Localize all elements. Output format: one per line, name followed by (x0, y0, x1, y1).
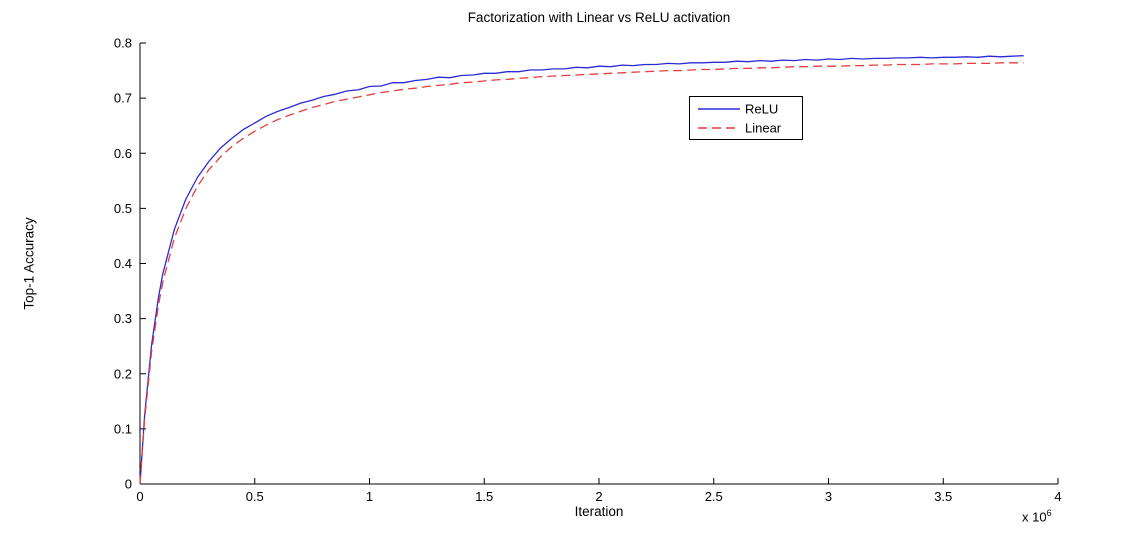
exponent-prefix: x 10 (1022, 509, 1047, 525)
y-tick-label: 0 (125, 477, 132, 492)
chart-title: Factorization with Linear vs ReLU activa… (467, 10, 731, 25)
series-line-linear (139, 62, 1024, 485)
legend-label-linear: Linear (745, 121, 782, 136)
x-axis-exponent-label: x 106 (1022, 508, 1052, 524)
y-tick-label: 0.1 (114, 421, 132, 436)
y-tick-label: 0.8 (114, 36, 132, 51)
legend-box (689, 96, 803, 140)
x-tick-label: 3 (825, 489, 832, 504)
x-axis-label: Iteration (574, 504, 624, 519)
legend: ReLU Linear (689, 96, 803, 140)
x-tick-label: 1.5 (475, 489, 493, 504)
y-tick-label: 0.6 (114, 146, 132, 161)
x-tick-label: 2 (595, 489, 602, 504)
exponent-value: 6 (1046, 508, 1052, 518)
x-tick-label: 0.5 (246, 489, 264, 504)
x-tick-label: 3.5 (934, 489, 952, 504)
y-tick-label: 0.7 (114, 91, 132, 106)
series-line-relu (139, 55, 1024, 485)
y-tick-label: 0.5 (114, 201, 132, 216)
y-tick-label: 0.4 (114, 256, 132, 271)
x-tick-label: 2.5 (705, 489, 723, 504)
x-tick-label: 0 (136, 489, 143, 504)
x-tick-label: 1 (366, 489, 373, 504)
y-tick-label: 0.2 (114, 366, 132, 381)
x-tick-label: 4 (1054, 489, 1061, 504)
y-tick-label: 0.3 (114, 311, 132, 326)
legend-label-relu: ReLU (745, 102, 778, 117)
y-axis-label: Top-1 Accuracy (21, 217, 37, 310)
